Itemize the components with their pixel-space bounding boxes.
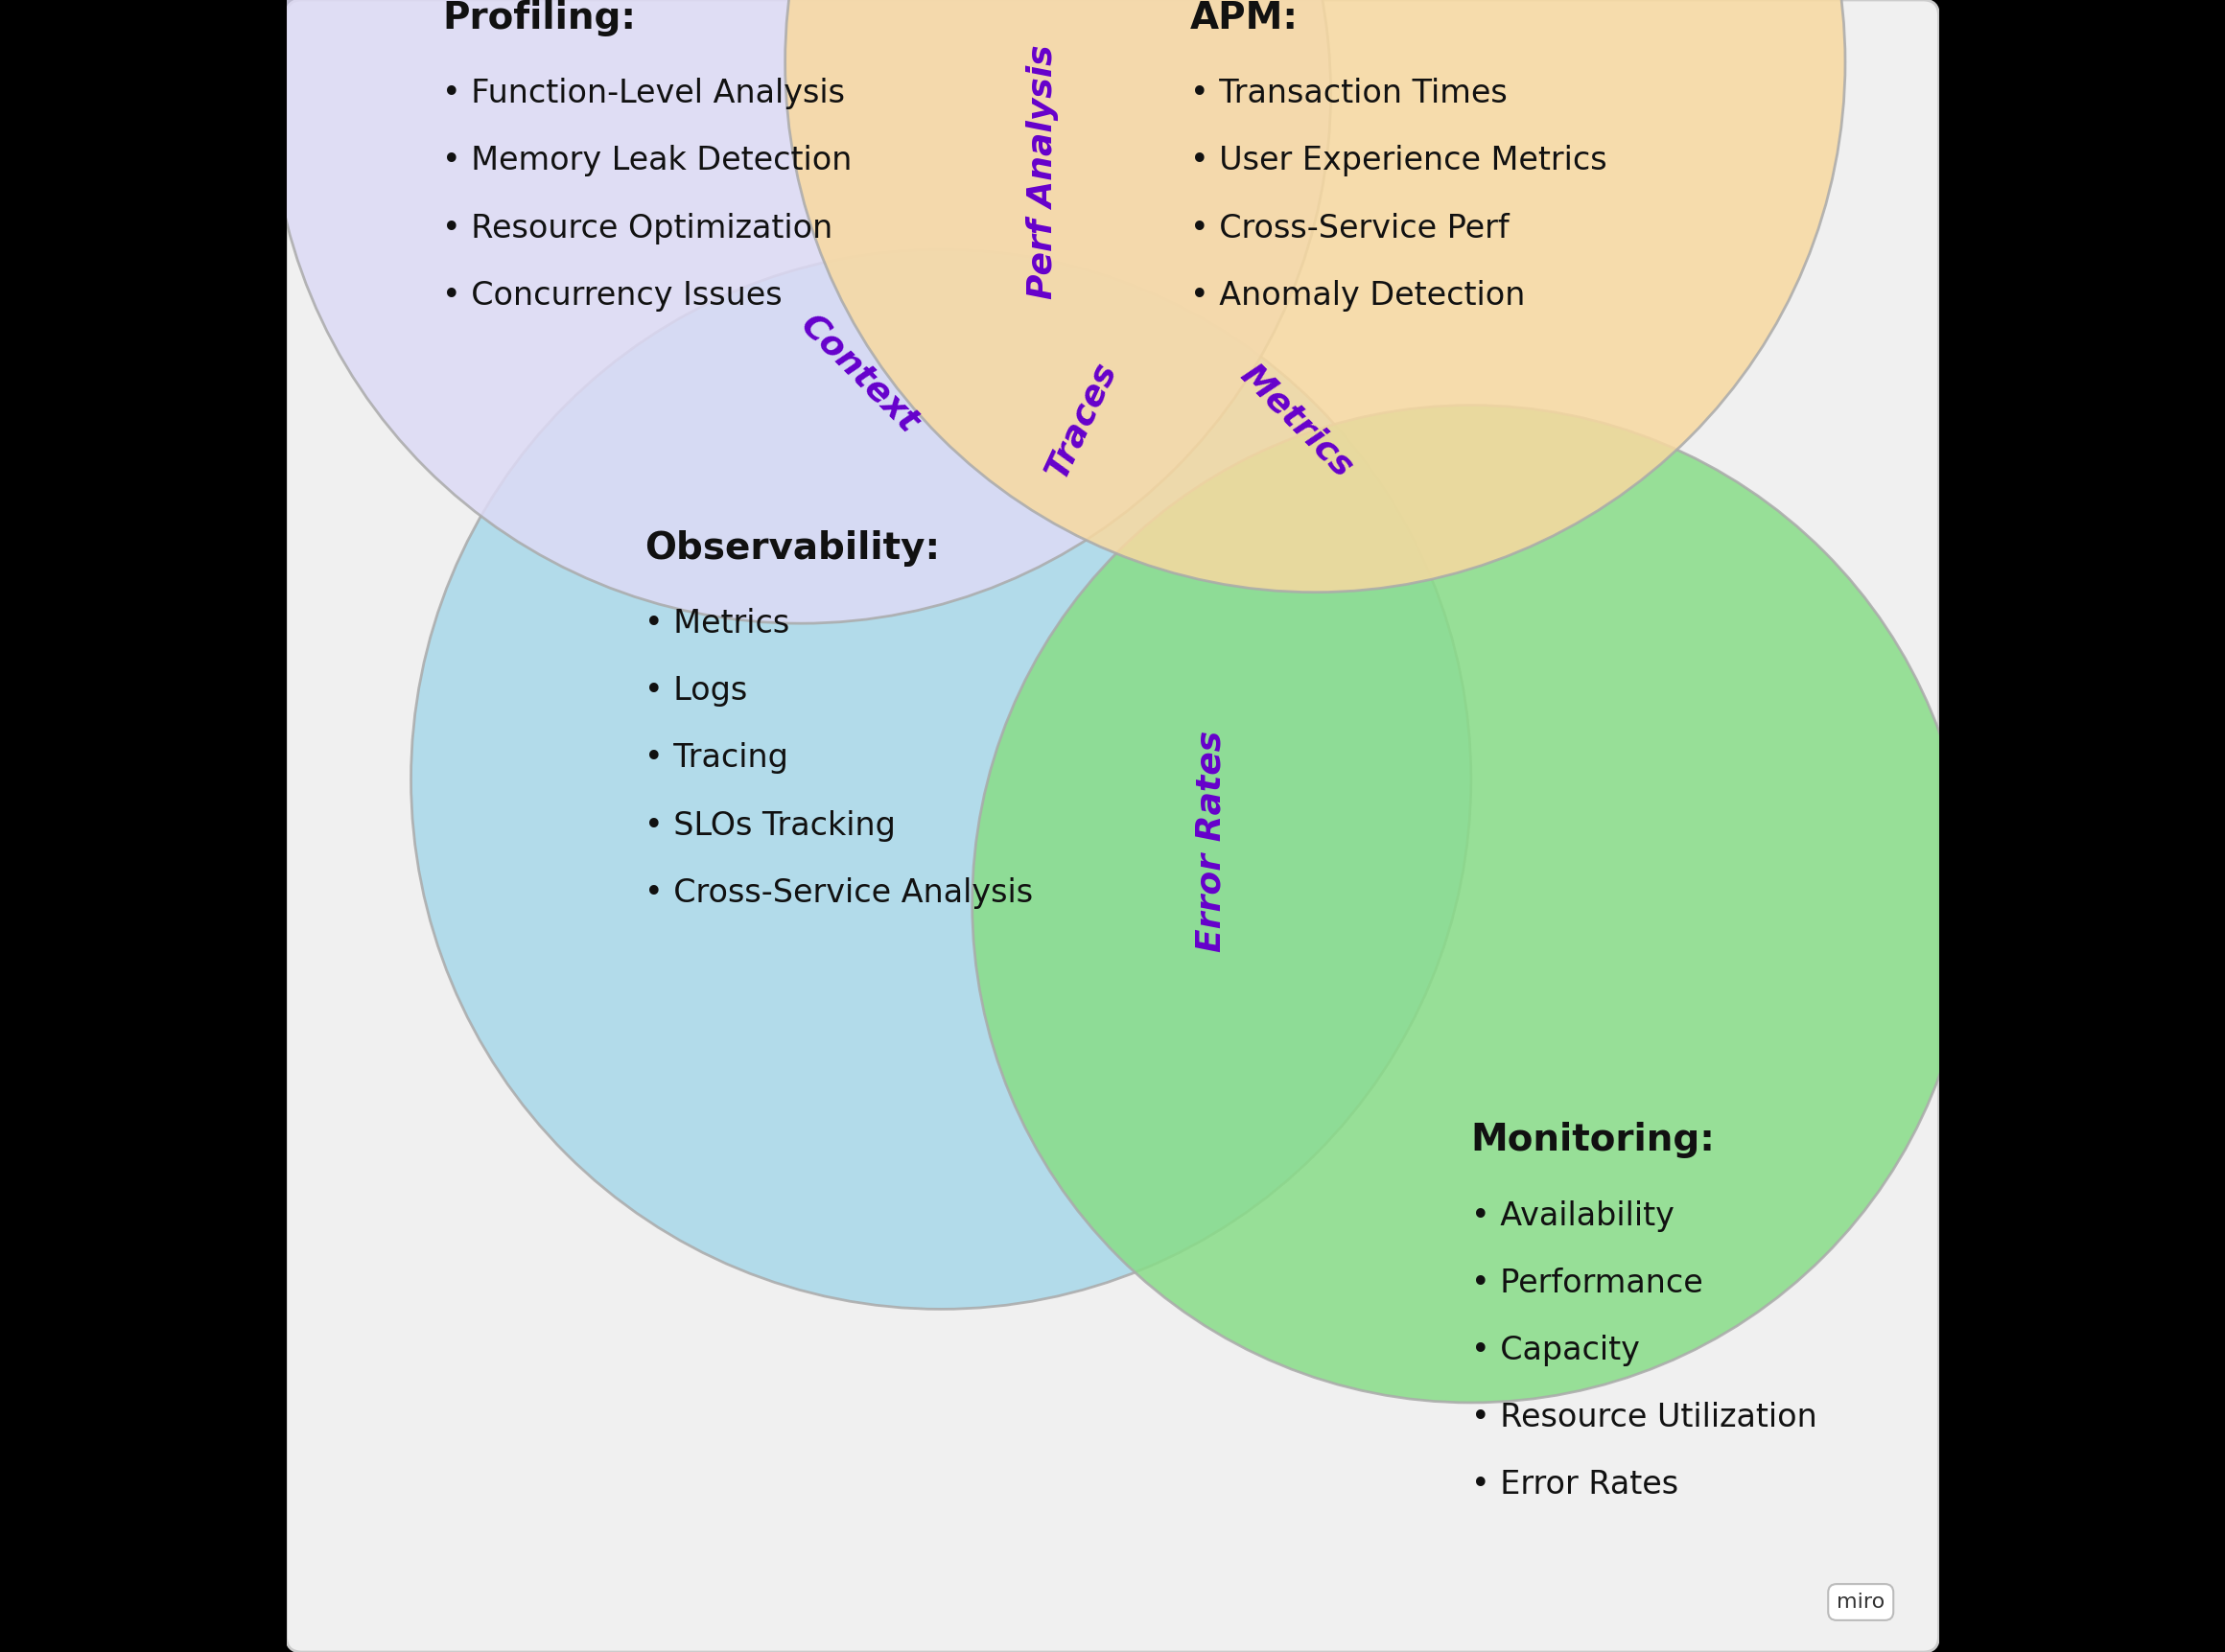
Text: Monitoring:: Monitoring: <box>1471 1122 1715 1158</box>
Text: • Transaction Times: • Transaction Times <box>1190 78 1509 109</box>
Text: • Cross-Service Perf: • Cross-Service Perf <box>1190 213 1509 244</box>
Circle shape <box>785 0 1845 591</box>
Text: Error Rates: Error Rates <box>1195 730 1226 953</box>
Text: APM:: APM: <box>1190 0 1299 36</box>
Text: Traces: Traces <box>1039 357 1121 484</box>
Circle shape <box>412 249 1471 1308</box>
Circle shape <box>972 405 1969 1403</box>
Text: • Capacity: • Capacity <box>1471 1335 1640 1366</box>
FancyBboxPatch shape <box>287 0 1938 1652</box>
Circle shape <box>271 0 1331 623</box>
Text: • Concurrency Issues: • Concurrency Issues <box>443 279 783 312</box>
Text: miro: miro <box>1836 1593 1885 1612</box>
Text: • Tracing: • Tracing <box>645 742 788 775</box>
Text: • Resource Optimization: • Resource Optimization <box>443 213 832 244</box>
Text: • Resource Utilization: • Resource Utilization <box>1471 1403 1818 1434</box>
Text: • Function-Level Analysis: • Function-Level Analysis <box>443 78 845 109</box>
Text: • Memory Leak Detection: • Memory Leak Detection <box>443 145 852 177</box>
Text: • Logs: • Logs <box>645 676 748 707</box>
Text: Perf Analysis: Perf Analysis <box>1026 45 1059 299</box>
Text: • Cross-Service Analysis: • Cross-Service Analysis <box>645 877 1032 909</box>
Text: • Availability: • Availability <box>1471 1199 1673 1232</box>
Text: Context: Context <box>794 309 926 439</box>
Text: Profiling:: Profiling: <box>443 0 636 36</box>
Text: • User Experience Metrics: • User Experience Metrics <box>1190 145 1606 177</box>
Text: • Error Rates: • Error Rates <box>1471 1469 1678 1502</box>
Text: Observability:: Observability: <box>645 530 941 567</box>
Text: • Performance: • Performance <box>1471 1267 1702 1298</box>
Text: • Anomaly Detection: • Anomaly Detection <box>1190 279 1526 312</box>
Text: • SLOs Tracking: • SLOs Tracking <box>645 809 897 841</box>
Text: Metrics: Metrics <box>1235 358 1359 484</box>
Text: • Metrics: • Metrics <box>645 608 790 639</box>
